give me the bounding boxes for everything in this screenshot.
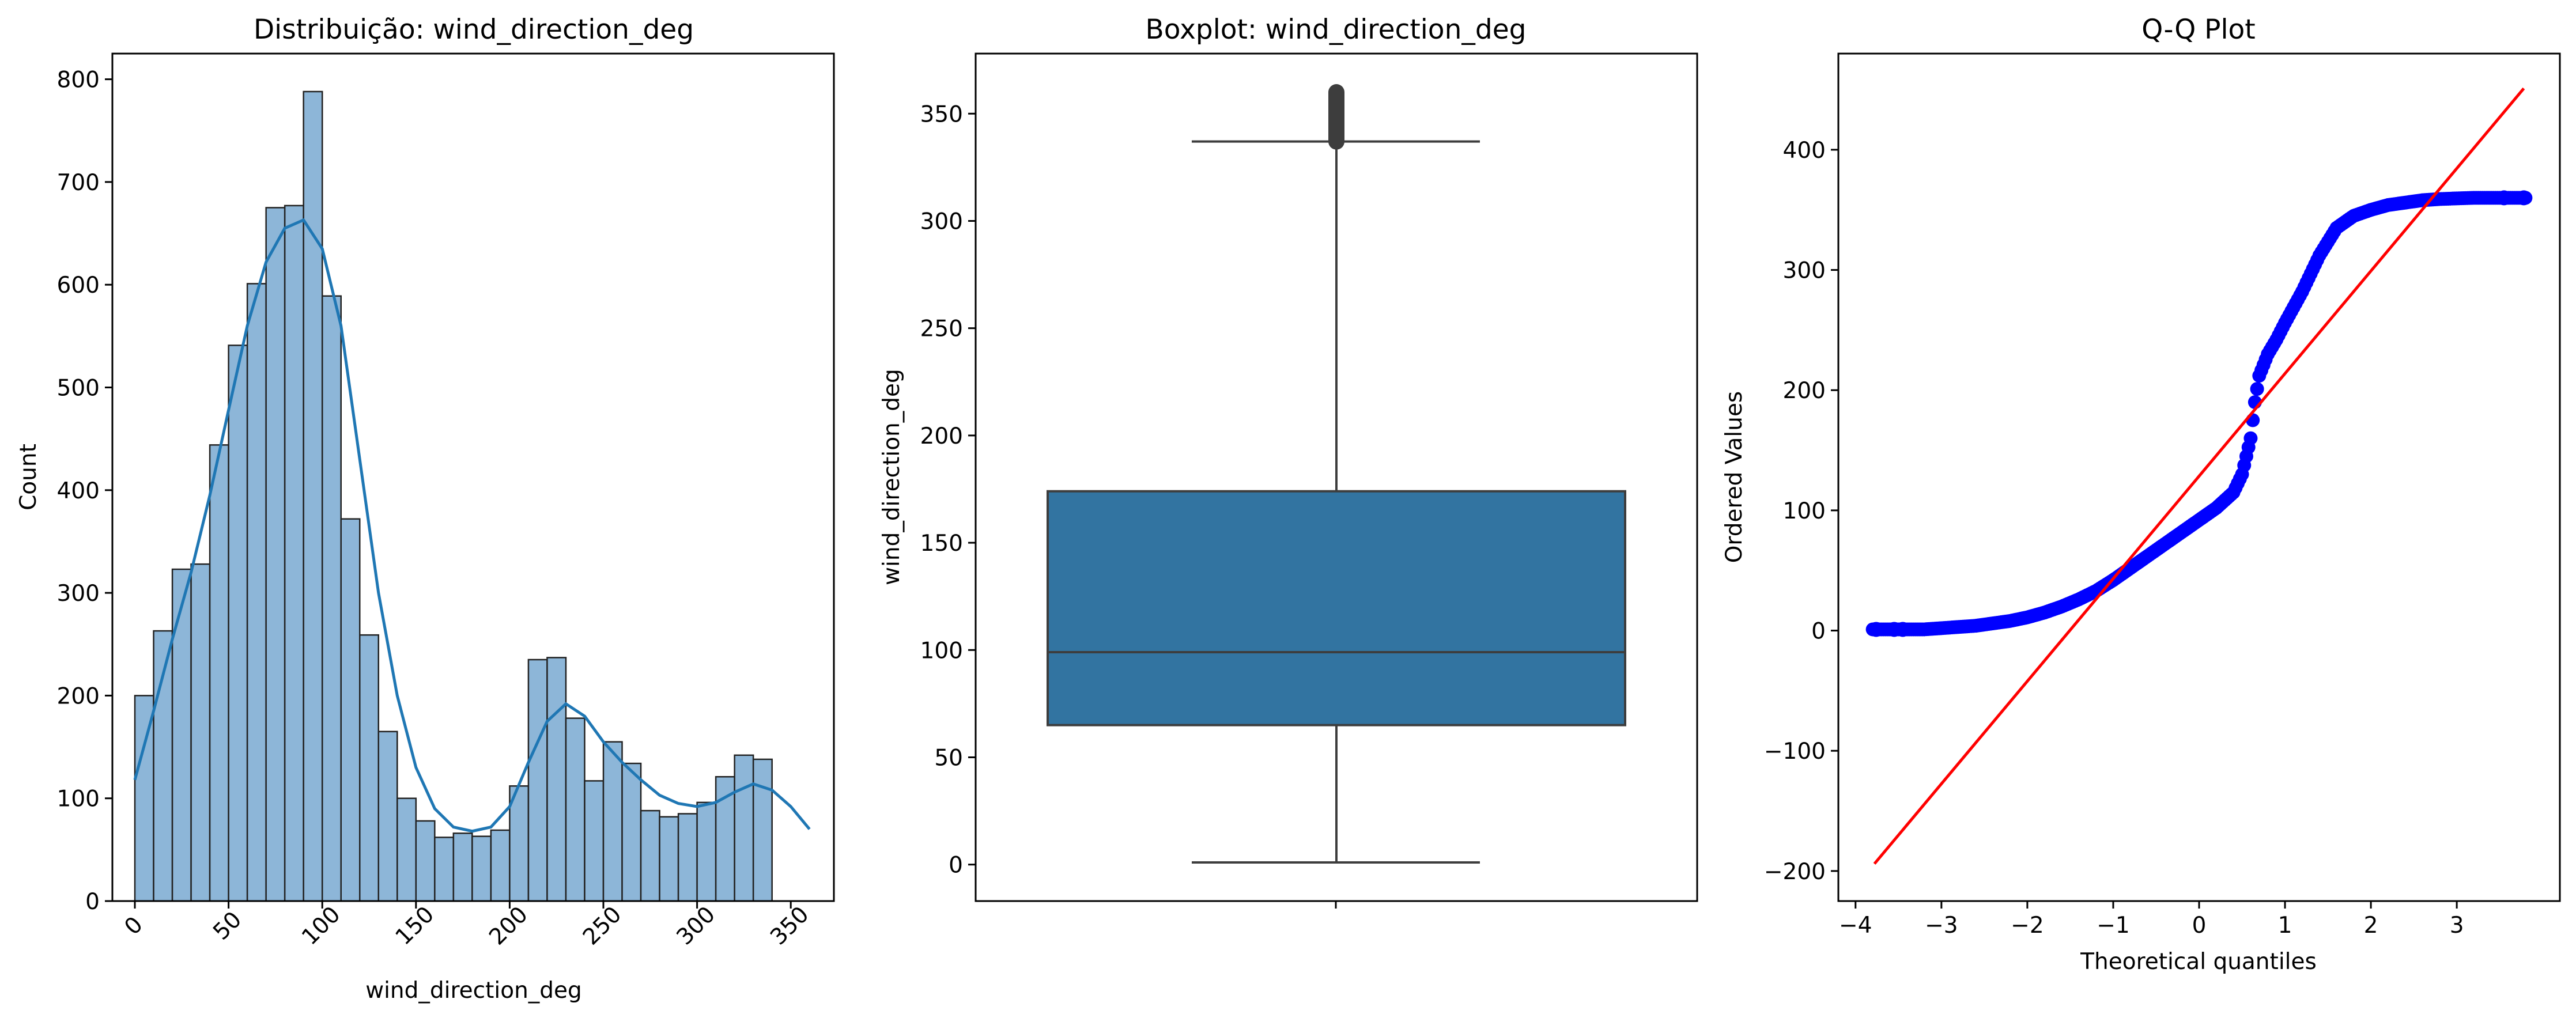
histogram-bar <box>171 568 192 902</box>
y-tick-label: 0 <box>1811 619 1826 645</box>
histogram-bar <box>602 741 623 902</box>
boxplot-y-label: wind_direction_deg <box>879 369 905 585</box>
y-tick-label: 700 <box>57 170 100 196</box>
histogram-bar <box>640 809 660 902</box>
histogram-bar <box>490 829 511 902</box>
histogram-bar <box>452 832 473 902</box>
histogram-bar <box>527 659 548 902</box>
x-tick-label: −2 <box>2011 913 2044 938</box>
qq-point <box>2243 431 2258 445</box>
y-tick-label: 400 <box>57 478 100 504</box>
histogram-bar <box>621 762 642 902</box>
histogram-title: Distribuição: wind_direction_deg <box>254 14 694 46</box>
histogram-bar <box>321 295 342 902</box>
histogram-bar <box>190 563 211 902</box>
qq-panel: Q-Q Plot −4 −3 −2 −1 0 1 2 3 −200 −100 0 100 200 300… <box>1721 14 2561 975</box>
histogram-bar <box>546 657 567 902</box>
y-tick-label: 250 <box>920 316 963 342</box>
histogram-bar <box>434 837 455 902</box>
histogram-y-label: Count <box>16 444 41 510</box>
y-tick-label: 100 <box>57 786 100 812</box>
y-tick-label: 350 <box>920 101 963 127</box>
histogram-bar <box>246 283 267 902</box>
histogram-bar <box>377 731 398 902</box>
histogram-bar <box>284 205 304 902</box>
kde-line <box>133 218 811 833</box>
histogram-bars <box>134 90 773 902</box>
qq-points <box>1865 190 2533 637</box>
y-tick-label: 50 <box>934 745 963 771</box>
y-tick-label: 800 <box>57 67 100 93</box>
y-tick-label: 200 <box>1783 378 1826 404</box>
histogram-bar <box>659 816 679 902</box>
histogram-bar <box>396 797 417 902</box>
qq-x-ticks: −4 −3 −2 −1 0 1 2 3 <box>1839 901 2464 938</box>
histogram-bar <box>265 207 286 902</box>
histogram-bar <box>752 758 773 902</box>
histogram-bar <box>303 90 323 902</box>
y-tick-label: 200 <box>57 683 100 709</box>
qq-point <box>2516 190 2532 206</box>
qq-point <box>2250 382 2264 396</box>
iqr-box <box>1047 490 1626 726</box>
histogram-bar <box>734 754 754 902</box>
x-tick-label: −3 <box>1925 913 1958 938</box>
histogram-bar <box>359 634 380 902</box>
boxplot-title: Boxplot: wind_direction_deg <box>1146 14 1527 46</box>
boxplot-y-ticks: 0 50 100 150 200 250 300 350 <box>920 101 976 879</box>
histogram-bar <box>584 780 605 902</box>
histogram-x-label: wind_direction_deg <box>365 978 582 1004</box>
histogram-bar <box>415 820 436 902</box>
y-tick-label: 300 <box>920 209 963 234</box>
qq-point <box>2246 413 2260 427</box>
histogram-bar <box>565 717 586 902</box>
histogram-bar <box>677 813 698 902</box>
qq-fit-line <box>1873 87 2525 865</box>
x-tick-label: 1 <box>2278 913 2292 938</box>
y-tick-label: 0 <box>85 889 100 915</box>
histogram-bar <box>696 801 717 902</box>
qq-point <box>1868 622 1884 637</box>
histogram-y-ticks: 0 100 200 300 400 500 600 700 800 <box>57 67 112 915</box>
qq-x-label: Theoretical quantiles <box>2080 949 2317 975</box>
y-tick-label: 200 <box>920 423 963 449</box>
y-tick-label: 600 <box>57 273 100 298</box>
boxplot-body <box>1047 84 1626 864</box>
y-tick-label: 500 <box>57 375 100 401</box>
y-tick-label: −100 <box>1764 739 1826 765</box>
y-tick-label: 400 <box>1783 138 1826 164</box>
y-tick-label: 100 <box>920 638 963 664</box>
y-tick-label: 100 <box>1783 498 1826 524</box>
histogram-bar <box>209 444 229 902</box>
boxplot-panel: Boxplot: wind_direction_deg 0 50 100 150 200… <box>879 14 1698 909</box>
y-tick-label: 0 <box>949 853 963 879</box>
y-tick-label: 300 <box>57 581 100 607</box>
x-tick-label: 3 <box>2450 913 2464 938</box>
qq-y-ticks: −200 −100 0 100 200 300 400 <box>1764 138 1838 885</box>
x-tick-label: −4 <box>1839 913 1872 938</box>
qq-title: Q-Q Plot <box>2141 14 2256 46</box>
qq-y-label: Ordered Values <box>1721 391 1747 563</box>
x-tick-label: 0 <box>2192 913 2207 938</box>
histogram-frame <box>111 52 835 902</box>
x-tick-label: 2 <box>2364 913 2378 938</box>
histogram-bar <box>228 345 248 902</box>
histogram-bar <box>715 776 735 902</box>
y-tick-label: −200 <box>1764 859 1826 885</box>
histogram-panel: Distribuição: wind_direction_deg 0 50 100 1… <box>16 14 835 1004</box>
y-tick-label: 150 <box>920 531 963 557</box>
y-tick-label: 300 <box>1783 258 1826 284</box>
histogram-bar <box>471 835 492 902</box>
qq-point <box>1895 622 1910 637</box>
qq-point <box>2496 190 2512 206</box>
histogram-bar <box>340 518 361 902</box>
x-tick-label: −1 <box>2097 913 2130 938</box>
